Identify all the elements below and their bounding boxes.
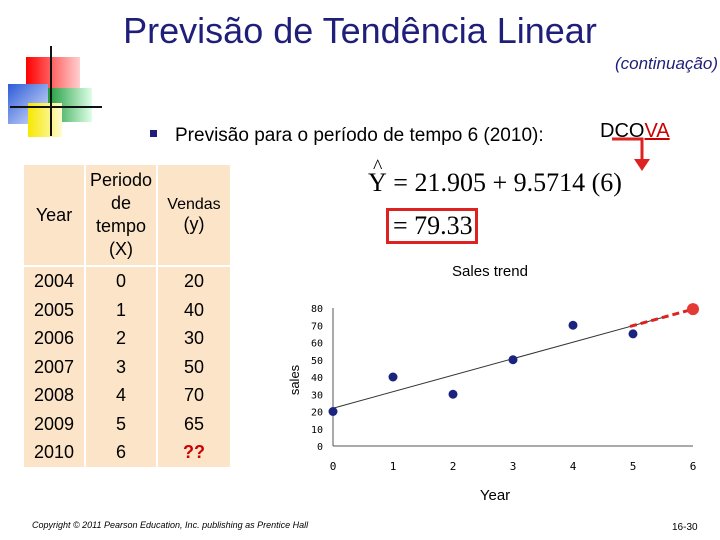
forecast-result-box: = 79.33: [386, 208, 478, 244]
years-column: 2004 2005 2006 2007 2008 2009 2010: [24, 267, 84, 467]
data-point: [388, 372, 398, 382]
copyright-footer: Copyright © 2011 Pearson Education, Inc.…: [32, 520, 309, 530]
data-point: [328, 407, 338, 416]
table-cell: 50: [183, 356, 205, 377]
table-cell: 2005: [33, 299, 75, 320]
table-body-row: 2004 2005 2006 2007 2008 2009 2010 0 1 2…: [24, 267, 230, 467]
logo-vertical-line: [50, 46, 52, 136]
logo-yellow-square: [28, 103, 62, 137]
y-tick-label: 50: [311, 356, 323, 367]
dcova-arrow: [612, 137, 650, 171]
dcova-prefix: DCO: [600, 120, 645, 142]
dcova-label: DCOVA: [600, 120, 670, 143]
x-tick-label: 0: [330, 460, 337, 473]
slide-title: Previsão de Tendência Linear: [123, 10, 597, 51]
trend-line: [332, 316, 664, 409]
y-tick-label: 10: [311, 425, 323, 436]
chart-title: Sales trend: [452, 263, 528, 280]
page-number: 16-30: [672, 522, 698, 533]
table-cell: 1: [115, 299, 126, 320]
logo-horizontal-line: [10, 106, 102, 108]
table-cell: 3: [115, 356, 126, 377]
table-cell: 30: [183, 328, 205, 348]
periods-column: 0 1 2 3 4 5 6: [86, 267, 156, 467]
table-cell: 5: [115, 413, 126, 434]
hat-icon: ^: [373, 156, 383, 178]
x-tick-label: 6: [690, 460, 697, 473]
table-cell: 65: [183, 413, 205, 434]
forecast-point: [687, 303, 699, 316]
slide-subtitle: (continuação): [614, 54, 718, 73]
regression-equation: ^ Y = 21.905 + 9.5714 (6): [368, 156, 622, 198]
x-tick-label: 2: [450, 460, 457, 473]
y-tick-label: 0: [317, 442, 323, 453]
y-axis-label: sales: [287, 364, 302, 395]
bullet-forecast: Previsão para o período de tempo 6 (2010…: [150, 125, 544, 147]
y-tick-label: 20: [311, 408, 323, 419]
bullet-text: Previsão para o período de tempo 6 (2010…: [175, 125, 544, 146]
table-cell: 2004: [33, 271, 75, 291]
yhat-symbol: ^ Y: [368, 156, 387, 197]
table-cell: 0: [115, 271, 126, 291]
y-tick-label: 70: [311, 321, 323, 332]
sales-column: 20 40 30 50 70 65 ??: [158, 267, 230, 467]
x-axis-label: Year: [480, 487, 510, 504]
data-point: [628, 329, 638, 339]
table-cell: 70: [183, 385, 205, 405]
y-tick-label: 80: [311, 304, 323, 315]
x-tick-label: 5: [630, 460, 637, 473]
header-sales: Vendas (y): [158, 165, 230, 265]
y-tick-label: 40: [311, 373, 323, 384]
data-point: [508, 355, 518, 365]
y-tick-label: 60: [311, 339, 323, 350]
logo-graphic: [0, 40, 102, 137]
table-cell: 2010: [33, 442, 75, 462]
header-year: Year: [24, 165, 84, 265]
table-cell: 20: [183, 271, 205, 291]
x-tick-label: 3: [510, 460, 517, 473]
data-point: [568, 320, 578, 330]
table-cell: 6: [115, 442, 126, 462]
bullet-square-icon: [150, 130, 157, 138]
table-cell: 4: [115, 385, 126, 405]
sales-trend-chart: Sales trend 0 10 20 30 40 50 60 70 80 0 1 2 3 4 5 6 Year s…: [287, 263, 699, 504]
table-cell: 2008: [33, 385, 75, 405]
data-table: Year Periodo de tempo (X) Vendas (y) 200…: [22, 163, 232, 469]
header-period: Periodo de tempo (X): [86, 165, 156, 265]
x-tick-label: 1: [390, 460, 397, 473]
table-header-row: Year Periodo de tempo (X) Vendas (y): [24, 165, 230, 265]
data-point: [448, 389, 458, 399]
dcova-highlight: VA: [644, 120, 670, 142]
forecast-result: = 79.33: [393, 211, 473, 240]
table-cell: 40: [183, 299, 205, 320]
table-cell: 2007: [33, 356, 75, 377]
table-cell: 2009: [33, 413, 75, 434]
y-tick-label: 30: [311, 390, 323, 401]
table-cell: 2006: [33, 328, 75, 348]
table-cell: 2: [115, 328, 126, 348]
x-tick-label: 4: [570, 460, 577, 473]
table-cell-unknown: ??: [183, 442, 205, 462]
equation-rhs: = 21.905 + 9.5714 (6): [393, 168, 622, 197]
